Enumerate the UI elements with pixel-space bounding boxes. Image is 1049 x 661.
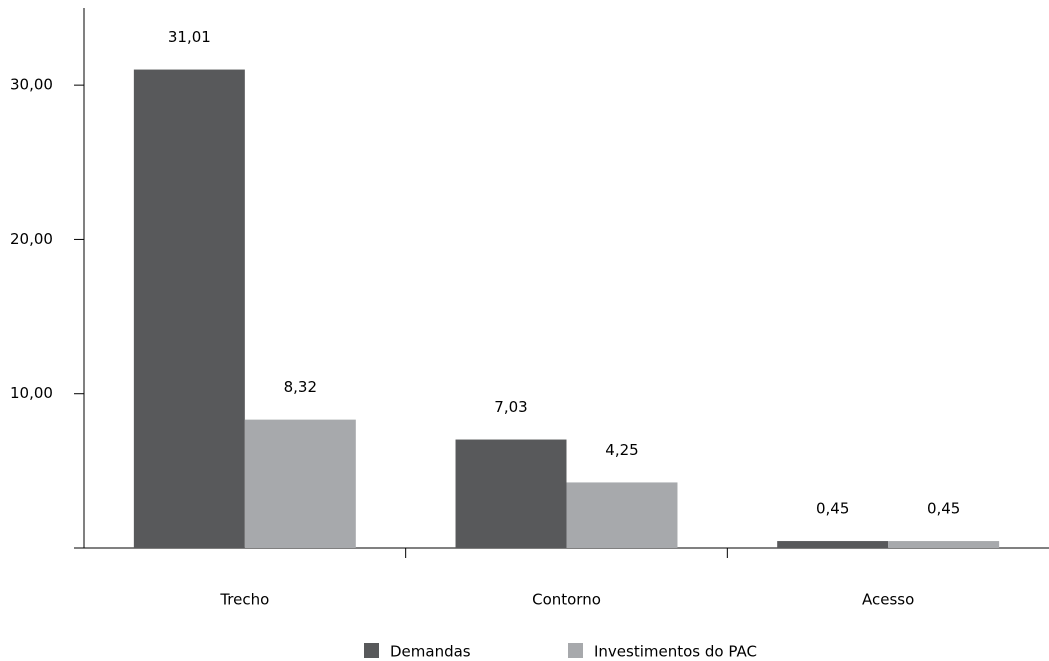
legend-label: Investimentos do PAC: [594, 643, 757, 661]
value-label: 31,01: [168, 28, 211, 46]
y-tick-label: 20,00: [10, 230, 53, 248]
legend-swatch: [568, 643, 583, 658]
legend-label: Demandas: [390, 643, 471, 661]
x-tick-label: Contorno: [532, 591, 601, 609]
y-tick-label: 30,00: [10, 76, 53, 94]
bar: [133, 69, 245, 548]
bar: [455, 439, 567, 548]
value-label: 0,45: [816, 500, 849, 518]
value-label: 4,25: [605, 441, 638, 459]
legend-swatch: [364, 643, 379, 658]
bar: [777, 541, 889, 548]
bar: [566, 482, 678, 548]
bar: [888, 541, 1000, 548]
value-label: 8,32: [284, 378, 317, 396]
y-tick-label: 10,00: [10, 384, 53, 402]
x-tick-label: Trecho: [219, 591, 269, 609]
x-tick-label: Acesso: [862, 591, 914, 609]
bar: [244, 419, 356, 548]
value-label: 7,03: [494, 398, 527, 416]
value-label: 0,45: [927, 500, 960, 518]
